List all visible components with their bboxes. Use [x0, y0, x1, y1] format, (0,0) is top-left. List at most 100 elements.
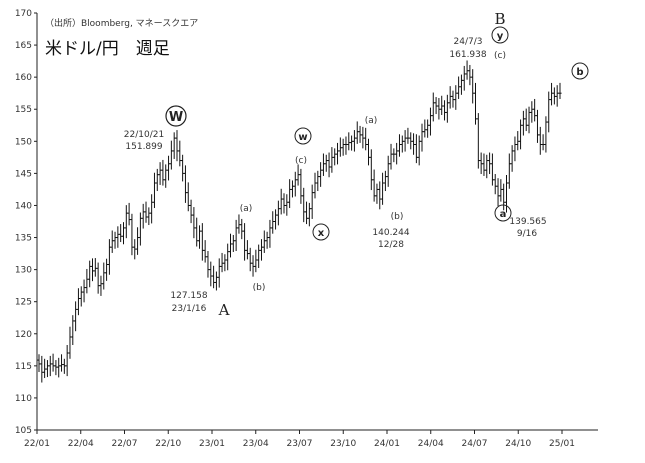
weekly-bar — [333, 148, 337, 166]
weekly-bar — [110, 230, 114, 253]
weekly-bar — [375, 183, 379, 204]
weekly-bar — [127, 202, 131, 226]
weekly-bar — [172, 132, 176, 159]
x-tick-label: 24/10 — [505, 439, 531, 449]
weekly-bar — [85, 268, 89, 294]
weekly-bar — [285, 194, 289, 216]
weekly-bar — [138, 212, 142, 246]
weekly-bar — [265, 231, 269, 249]
weekly-bar — [248, 247, 252, 272]
weekly-bar — [237, 214, 241, 234]
weekly-bar — [445, 94, 449, 123]
weekly-bar — [240, 218, 244, 240]
wave-w-marker: w — [294, 127, 312, 145]
wave-a3-marker: a — [494, 204, 512, 222]
weekly-bar — [220, 252, 224, 273]
weekly-bar — [209, 261, 213, 287]
weekly-bar — [79, 286, 83, 307]
wave-W-circle — [165, 105, 187, 127]
weekly-bar — [319, 162, 323, 187]
weekly-bar — [51, 353, 55, 372]
weekly-bar — [288, 179, 292, 209]
weekly-bar — [386, 155, 390, 187]
weekly-bar — [217, 258, 221, 288]
weekly-bar — [521, 110, 525, 136]
weekly-bar — [65, 344, 69, 377]
weekly-bar — [175, 130, 179, 162]
y-tick-label: 150 — [15, 137, 32, 147]
y-tick-label: 125 — [15, 298, 32, 308]
weekly-bar — [493, 174, 497, 195]
weekly-bar — [364, 127, 368, 151]
weekly-bar — [90, 258, 95, 282]
weekly-bar — [99, 275, 103, 296]
weekly-bar — [538, 126, 542, 155]
x-tick-label: 24/04 — [418, 439, 444, 449]
weekly-bar — [273, 209, 278, 230]
weekly-bar — [516, 131, 520, 151]
weekly-bar — [74, 301, 78, 332]
weekly-bar — [341, 138, 345, 156]
weekly-bar — [383, 170, 387, 192]
weekly-bar — [59, 354, 64, 372]
weekly-bar — [411, 133, 416, 155]
weekly-bar — [372, 169, 376, 202]
weekly-bar — [473, 82, 478, 125]
weekly-bar — [212, 265, 216, 289]
weekly-bar — [259, 239, 264, 261]
wave-y-circle — [491, 26, 509, 44]
weekly-bar — [547, 91, 551, 133]
y-tick-label: 105 — [15, 426, 32, 436]
weekly-bar — [496, 178, 500, 207]
weekly-bar — [290, 180, 295, 198]
weekly-bar — [468, 64, 472, 86]
weekly-bar — [45, 360, 50, 378]
weekly-bar — [366, 138, 371, 166]
weekly-bar — [57, 357, 61, 378]
weekly-bar — [471, 69, 475, 104]
weekly-bar — [228, 233, 233, 258]
wave-c1-label: (c) — [295, 156, 307, 166]
weekly-bar — [206, 251, 210, 278]
weekly-bar — [71, 315, 75, 345]
weekly-bar — [513, 136, 517, 162]
weekly-bar — [299, 168, 303, 204]
weekly-bar — [479, 152, 483, 175]
wave-a3-circle — [494, 204, 512, 222]
weekly-bar — [54, 360, 58, 376]
weekly-bar — [395, 142, 399, 165]
weekly-bar — [161, 159, 165, 186]
wave-a2-label: (a) — [365, 116, 378, 126]
weekly-bar — [282, 193, 286, 214]
weekly-bar — [335, 142, 340, 165]
x-tick-label: 22/01 — [24, 439, 50, 449]
weekly-bar — [203, 240, 207, 263]
weekly-bar — [417, 135, 421, 166]
x-tick-label: 23/07 — [287, 439, 313, 449]
weekly-bar — [440, 95, 444, 116]
weekly-bar — [82, 279, 86, 303]
weekly-bar — [465, 60, 469, 80]
wave-b2-value: 140.244 — [372, 228, 409, 238]
weekly-bar — [107, 239, 112, 275]
weekly-bar — [135, 227, 140, 255]
weekly-bar — [251, 255, 255, 277]
weekly-bar — [431, 92, 435, 122]
weekly-bar — [527, 106, 531, 134]
wave-B-date: 24/7/3 — [454, 37, 483, 47]
weekly-bar — [392, 148, 396, 163]
weekly-bar — [400, 135, 404, 153]
wave-A-value: 127.158 — [170, 291, 207, 301]
weekly-bar — [530, 101, 534, 123]
wave-b1-label: (b) — [253, 283, 266, 293]
y-tick-label: 120 — [15, 330, 32, 340]
weekly-bar — [321, 153, 326, 176]
weekly-bar — [271, 211, 275, 234]
weekly-bar — [434, 97, 438, 115]
weekly-bar — [558, 82, 562, 99]
weekly-bar — [181, 154, 185, 182]
x-tick-label: 22/07 — [112, 439, 138, 449]
weekly-bar — [144, 201, 148, 223]
y-tick-label: 160 — [15, 73, 32, 83]
x-tick-label: 23/01 — [199, 439, 225, 449]
